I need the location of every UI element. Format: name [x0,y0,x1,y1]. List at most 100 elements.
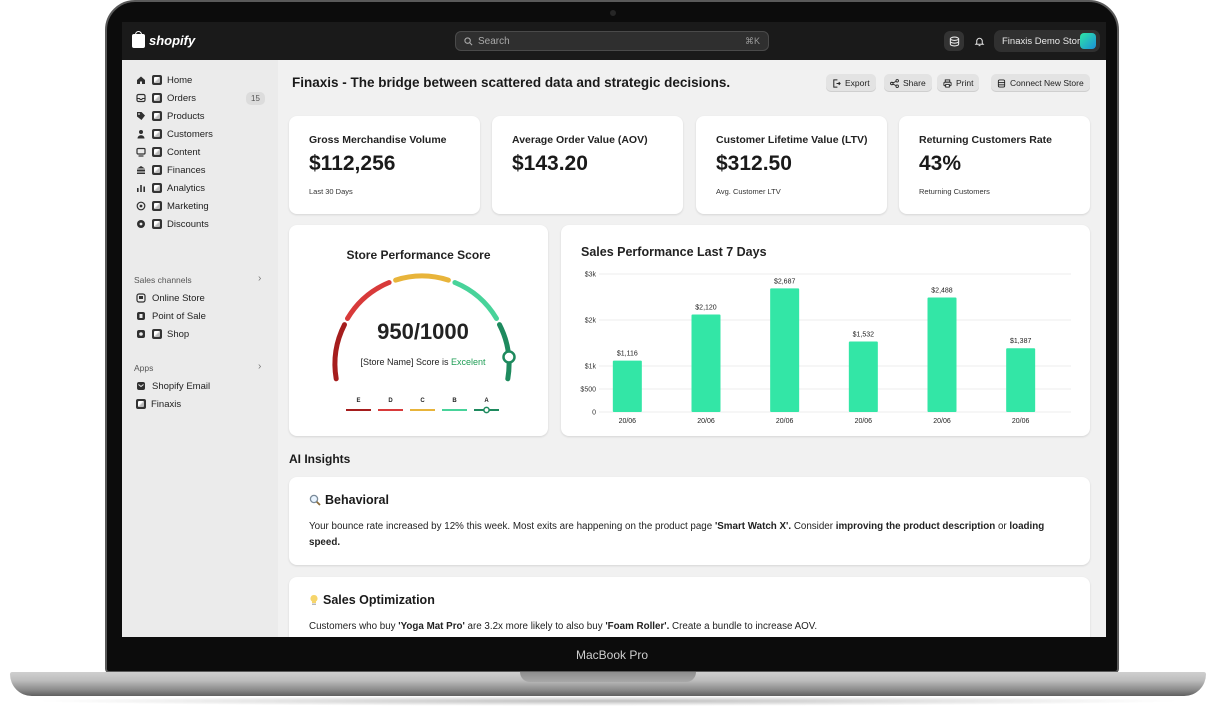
gauge-needle-knob [502,350,516,364]
home-icon [136,75,146,85]
sidebar-item-online-store[interactable]: Online Store [136,290,205,306]
kpi-card-aov: Average Order Value (AOV) $143.20 [492,116,683,214]
camera [610,10,616,16]
app-icon [152,93,162,103]
kpi-title: Average Order Value (AOV) [512,134,648,146]
insight-emphasis: 'Smart Watch X'. [714,521,792,532]
sales-chart-card: Sales Performance Last 7 Days $3k $2k $1k $… [561,225,1090,436]
bar-value-label: $1,116 [617,351,638,358]
insight-text-part: Customers who buy [309,621,399,632]
store-name: Finaxis Demo Store [1002,35,1086,47]
insight-text-part: or [995,521,1010,532]
gauge-arc-e [332,322,347,382]
sidebar-item-finaxis[interactable]: Finaxis [136,396,181,412]
bar [927,297,957,412]
kpi-value: $112,256 [309,152,396,175]
kpi-value: $143.20 [512,152,588,175]
database-icon [949,36,959,46]
bar-value-label: $2,120 [695,304,717,311]
device-label: MacBook Pro [575,648,649,662]
bar [770,288,800,412]
email-icon [136,381,146,391]
sidebar-item-label: Analytics [167,182,206,194]
y-tick-label: $500 [580,387,596,394]
app-icon [152,165,162,175]
sidebar-item-shop[interactable]: Shop [136,326,189,342]
chevron-right-icon[interactable]: › [258,273,262,284]
bell-icon [974,37,984,46]
bar [691,314,721,412]
sidebar-item-marketing[interactable]: Marketing [136,198,209,214]
connect-store-button[interactable]: Connect New Store [991,74,1090,92]
kpi-card-ltv: Customer Lifetime Value (LTV) $312.50 Av… [696,116,887,214]
sidebar-item-label: Finaxis [151,398,182,410]
sidebar-item-label: Shopify Email [152,380,211,392]
gauge-title: Store Performance Score [346,248,491,262]
print-button[interactable]: Print [937,74,980,92]
insight-title: Behavioral [309,493,389,507]
sidebar-item-label: Finances [167,164,206,176]
database-icon [997,78,1006,88]
sidebar-item-orders[interactable]: Orders [136,90,196,106]
chevron-right-icon[interactable]: › [258,361,262,372]
sales-channels-label[interactable]: Sales channels [134,275,192,285]
insight-text-part: are 3.2x more likely to also buy [464,621,606,632]
gauge-arc-b [452,280,499,321]
sidebar-item-finances[interactable]: Finances [136,162,206,178]
sidebar-item-content[interactable]: Content [136,144,200,160]
notifications-button[interactable] [969,31,989,51]
connect-store-label: Connect New Store [1010,78,1084,88]
sales-bar-chart: $3k $2k $1k $500 0 $1,116 20/06 $2,120 20/06 $2,6… [580,272,1071,425]
bar-value-label: $1,387 [1010,338,1032,345]
top-bar: shopify Search ⌘K Finaxis Demo Store [122,22,1106,60]
insight-text-part: Consider [791,521,836,532]
search-input[interactable]: Search ⌘K [455,31,769,51]
grade-label-b: B [452,398,457,404]
sidebar-item-label: Home [167,74,193,86]
app-icon [152,183,162,193]
grade-label-a: A [484,398,489,404]
lightbulb-icon [310,594,318,605]
page-title: Finaxis - The bridge between scattered d… [292,75,731,90]
sidebar-item-label: Point of Sale [152,310,206,322]
export-button[interactable]: Export [826,74,876,92]
y-tick-label: 0 [592,410,596,417]
sidebar-item-analytics[interactable]: Analytics [136,180,205,196]
grade-label-d: D [388,398,393,404]
sidebar-item-shopify-email[interactable]: Shopify Email [136,378,210,394]
sidebar-item-products[interactable]: Products [136,108,205,124]
sidebar-item-label: Marketing [167,200,209,212]
grade-label-c: C [420,398,425,404]
sidebar-item-customers[interactable]: Customers [136,126,213,142]
inbox-icon [136,93,146,103]
kpi-subtitle: Avg. Customer LTV [716,187,781,196]
sidebar-item-label: Orders [167,92,197,104]
app-icon [152,147,162,157]
gear-badge-icon [136,219,146,229]
sidebar-item-label: Online Store [152,292,205,304]
search-placeholder: Search [478,35,510,47]
shopify-logo[interactable]: shopify [132,30,195,48]
insight-emphasis: 'Foam Roller'. [605,621,670,632]
sidebar-item-point-of-sale[interactable]: Point of Sale [136,308,206,324]
insight-card-behavioral: Behavioral Your bounce rate increased by… [289,477,1090,565]
bar-chart-icon [136,183,146,193]
kpi-value: $312.50 [716,152,792,175]
sidebar-item-discounts[interactable]: Discounts [136,216,209,232]
chart-title: Sales Performance Last 7 Days [581,245,767,259]
share-button[interactable]: Share [884,74,932,92]
insight-card-sales-optimization: Sales Optimization Customers who buy 'Yo… [289,577,1090,637]
sidebar-item-label: Customers [167,128,213,140]
person-icon [136,129,146,139]
grade-label-e: E [356,398,360,404]
x-tick-label: 20/06 [855,418,873,425]
screen: shopify Search ⌘K Finaxis Demo Store Hom… [122,22,1106,637]
score-caption: [Store Name] Score is Excelent [289,357,557,367]
store-switcher[interactable]: Finaxis Demo Store [994,30,1100,52]
tag-icon [136,111,146,121]
x-tick-label: 20/06 [619,418,637,425]
sidebar-item-home[interactable]: Home [136,72,192,88]
store-db-button[interactable] [944,31,964,51]
search-icon [464,36,473,45]
apps-label[interactable]: Apps [134,363,154,373]
